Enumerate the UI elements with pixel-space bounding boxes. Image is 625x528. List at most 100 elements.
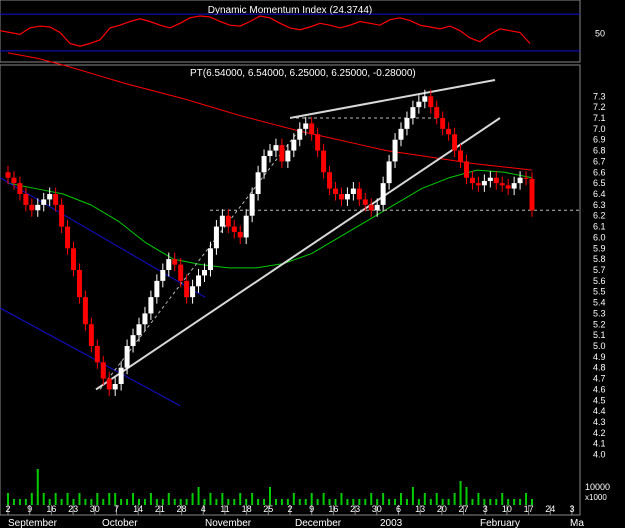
candle-body [202,270,207,276]
price-ytick-label: 5.3 [593,308,606,318]
candle-body [529,178,535,211]
date-tick-label: 14 [133,504,143,514]
volume-bar [453,493,456,505]
volume-bar [66,493,69,505]
date-tick-label: 6 [396,504,401,514]
volume-bar [423,493,426,505]
dmi-panel: Dynamic Momentum Index (24.3744) 50 [0,0,605,63]
price-panel: PT(6.54000, 6.54000, 6.25000, 6.25000, -… [0,52,610,516]
volume-bar [280,499,283,505]
volume-bar [155,499,158,505]
volume-bar [334,499,337,505]
candle-body [338,194,344,200]
volume-bar [143,499,146,505]
candle-body [333,188,338,194]
price-ytick-label: 5.0 [593,341,606,351]
candle-body [452,134,458,151]
date-tick-label: 28 [177,504,187,514]
volume-bar [48,499,51,505]
dmi-title: Dynamic Momentum Index (24.3744) [208,5,373,16]
volume-bar [292,493,295,505]
volume-bar [447,499,450,505]
candle-body [410,107,416,118]
date-tick-label: 30 [90,504,100,514]
volume-bar [203,499,206,505]
moving-average-green [7,169,533,269]
date-tick-label: 7 [114,504,119,514]
trend-line-resistance [289,79,496,119]
price-ytick-label: 4.1 [593,439,606,449]
candle-body [469,177,475,184]
volume-bar [429,499,432,505]
candle-body [416,101,422,108]
candle-body [374,204,380,211]
month-label: February [480,518,520,528]
volume-bar [465,487,468,505]
volume-bar [239,493,242,505]
volume-unit: x1000 [585,493,607,502]
month-label: Ma [570,518,584,528]
candle-body [100,362,106,379]
candle-body [142,313,148,325]
date-tick-label: 4 [201,504,206,514]
date-tick-label: 13 [415,504,425,514]
price-ytick-label: 7.1 [593,113,606,123]
channel-line-lower [0,307,181,407]
price-ytick-label: 7.0 [593,124,606,134]
candle-body [511,183,517,189]
volume-bar [173,499,176,505]
volume-bar [441,499,444,505]
volume-bar [519,499,522,505]
volume-bar [507,499,510,505]
dmi-ytick-label: 50 [595,29,605,39]
candle-body [475,183,481,186]
price-ytick-label: 4.7 [593,374,606,384]
date-tick-label: 17 [524,504,534,514]
price-ytick-label: 6.6 [593,167,606,177]
price-ytick-label: 6.1 [593,222,606,232]
trend-line-support [95,117,501,391]
volume-bar [126,499,129,505]
volume-bar [179,499,182,505]
volume-bar [304,499,307,505]
price-ytick-label: 5.9 [593,243,606,253]
date-tick-label: 24 [545,504,555,514]
date-tick-label: 18 [242,504,252,514]
date-tick-label: 9 [27,504,32,514]
volume-bar [394,499,397,505]
candle-body [398,128,404,140]
candle-body [458,150,464,162]
candle-body [243,215,249,238]
candle-body [267,150,273,156]
candle-body [356,188,362,200]
date-tick-label: 9 [309,504,314,514]
candle-body [124,346,130,368]
candle-body [154,280,160,298]
candle-body [297,128,303,140]
volume-bar [298,499,301,505]
candle-body [303,123,309,129]
volume-bar [185,499,188,505]
candle-body [17,183,23,194]
volume-bar [149,493,152,505]
volume-bar [102,499,105,505]
price-ytick-label: 6.0 [593,232,606,242]
candle-body [428,96,434,108]
candle-body [285,150,291,162]
price-ytick-label: 5.4 [593,298,606,308]
candle-body [53,194,59,205]
candle-body [362,199,368,205]
volume-bar [274,499,277,505]
price-ytick-label: 4.3 [593,417,606,427]
volume-bar [495,499,498,505]
volume-bar [54,493,57,505]
volume-bar [233,499,236,505]
date-tick-label: 11 [220,504,229,514]
candle-body [434,107,440,118]
candle-body [517,177,523,184]
price-annotation: PT(6.54000, 6.54000, 6.25000, 6.25000, -… [190,68,416,79]
volume-bar [269,487,271,505]
candle-body [47,194,53,200]
price-ytick-label: 6.4 [593,189,606,199]
